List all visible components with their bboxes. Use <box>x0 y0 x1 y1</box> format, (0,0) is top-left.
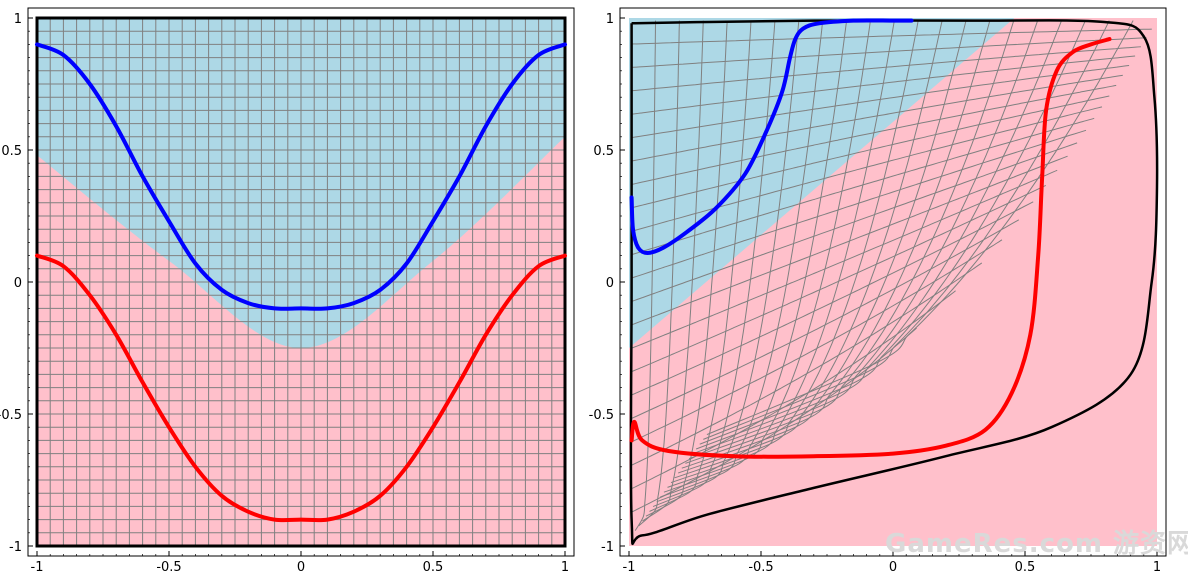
right-y-tick-label: 0 <box>606 276 614 291</box>
right-mesh-line <box>699 20 1086 445</box>
right-boundary-curve <box>629 19 1159 546</box>
right-x-tick-label: -0.5 <box>748 560 773 575</box>
left-y-tick-label: 1 <box>14 12 22 27</box>
right-mesh-line <box>688 20 1015 460</box>
right-mesh-line <box>631 129 1087 279</box>
left-y-tick-label: 0.5 <box>1 144 22 159</box>
right-mesh-line <box>631 74 1123 162</box>
left-chart: -1 -0.5 0 0.5 1 -1 -0.5 0 0.5 1 <box>0 7 575 575</box>
left-domain-border <box>35 16 567 548</box>
watermark-text: GameRes.com 游资网 <box>885 529 1188 559</box>
right-mesh-line <box>692 20 1039 455</box>
right-x-tick-label: 1 <box>1153 560 1161 575</box>
right-mesh-line <box>631 55 1136 115</box>
right-mesh-line <box>631 37 1147 68</box>
right-mesh-line <box>631 106 1103 232</box>
right-mesh-line <box>631 46 1141 92</box>
right-y-tick-label: -1 <box>601 540 614 555</box>
left-x-tick-label: 1 <box>561 560 569 575</box>
left-x-tick-label: 0.5 <box>423 560 444 575</box>
right-region-blue <box>629 18 1015 348</box>
left-y-tick-label: -1 <box>9 540 22 555</box>
right-chart: -1 -0.5 0 0.5 1 -1 -0.5 0 0.5 1 <box>589 7 1167 575</box>
right-y-tick-label: 1 <box>606 12 614 27</box>
right-series-red-line <box>629 37 1112 459</box>
left-series-red-line <box>35 253 567 523</box>
right-mesh-line <box>631 95 1110 209</box>
right-x-tick-label: -1 <box>623 560 636 575</box>
right-mesh-line <box>681 20 967 469</box>
right-x-tick-label: 0 <box>889 560 897 575</box>
left-y-tick-label: -0.5 <box>0 408 22 423</box>
left-x-tick-label: 0 <box>297 560 305 575</box>
right-mesh-line <box>674 20 919 479</box>
right-mesh-line <box>631 327 917 513</box>
right-mesh-line <box>706 20 1134 436</box>
right-mesh-line <box>678 20 943 474</box>
right-y-tick-label: -0.5 <box>589 408 614 423</box>
right-series-blue-line <box>629 18 914 255</box>
left-plot-area <box>37 18 565 546</box>
right-mesh-line <box>631 84 1117 185</box>
left-x-tick-label: -1 <box>31 560 44 575</box>
right-plot-area <box>629 18 1157 546</box>
left-x-tick-label: -0.5 <box>156 560 181 575</box>
right-mesh-line <box>685 20 991 464</box>
right-mesh-line <box>631 28 1152 45</box>
right-mesh-line <box>695 20 1062 450</box>
right-y-tick-label: 0.5 <box>593 144 614 159</box>
right-mesh-line <box>631 65 1130 139</box>
right-x-tick-label: 0.5 <box>1015 560 1036 575</box>
left-y-tick-label: 0 <box>14 276 22 291</box>
right-mesh-line <box>631 117 1095 256</box>
left-series-blue-line <box>35 42 567 311</box>
